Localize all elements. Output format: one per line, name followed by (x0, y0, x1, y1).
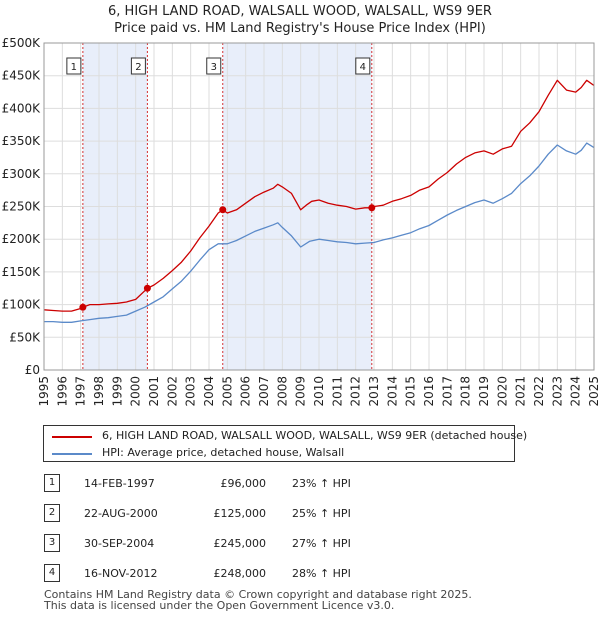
sale-label-number: 4 (360, 62, 366, 73)
legend-swatch-property (52, 436, 92, 438)
x-tick-label: 1995 (37, 376, 51, 407)
x-tick-label: 2024 (569, 376, 583, 407)
sale-label-box: 4 (355, 57, 371, 75)
sale-label-frame (206, 57, 222, 75)
x-tick-label: 2002 (165, 376, 179, 407)
y-tick-label: £250K (2, 200, 42, 214)
sale-label-frame (355, 57, 371, 75)
plot-border (43, 42, 595, 371)
legend-label-hpi: HPI: Average price, detached house, Wals… (102, 446, 345, 459)
x-tick-label: 2006 (239, 376, 253, 407)
footer: Contains HM Land Registry data © Crown c… (44, 589, 472, 611)
x-tick-label: 2016 (422, 376, 436, 407)
sale-hpi-change: 23% ↑ HPI (292, 477, 351, 490)
x-tick-label: 2014 (385, 376, 399, 407)
sale-point (368, 204, 376, 212)
x-tick-label: 1999 (110, 376, 124, 407)
sale-price: £248,000 (213, 567, 267, 580)
x-tick-label: 2013 (367, 376, 381, 407)
property-price-line (43, 79, 595, 312)
footer-license: This data is licensed under the Open Gov… (44, 599, 395, 612)
x-tick-label: 2015 (404, 376, 418, 407)
x-tick-label: 2019 (477, 376, 491, 407)
x-tick-label: 2018 (459, 376, 473, 407)
sale-price: £96,000 (220, 477, 267, 490)
y-tick-label: £300K (2, 167, 42, 181)
x-tick-label: 2010 (312, 376, 326, 407)
x-tick-label: 2012 (349, 376, 363, 407)
sale-label-frame (66, 57, 82, 75)
sale-date: 14-FEB-1997 (84, 477, 155, 490)
sale-hpi-change: 28% ↑ HPI (292, 567, 351, 580)
sale-label-box: 2 (130, 57, 146, 75)
sale-label-number: 2 (135, 62, 141, 73)
x-tick-label: 2003 (184, 376, 198, 407)
x-tick-label: 2022 (532, 376, 546, 407)
y-tick-label: £50K (9, 330, 41, 344)
sale-point (219, 206, 227, 214)
hpi-line (44, 142, 595, 323)
x-tick-label: 1996 (55, 376, 69, 407)
y-tick-label: £350K (2, 134, 42, 148)
y-tick-label: £500K (2, 36, 42, 50)
sale-price: £245,000 (213, 537, 267, 550)
sale-label-number: 3 (211, 62, 217, 73)
sale-marker-badge: 3 (44, 534, 60, 552)
x-tick-label: 2005 (220, 376, 234, 407)
sale-date: 16-NOV-2012 (84, 567, 158, 580)
price-chart: £0 £50K £100K £150K £200K £250K £300K £350K £400… (2, 36, 600, 407)
table-row: 4 16-NOV-2012 £248,000 28% ↑ HPI (0, 564, 600, 584)
sale-hpi-change: 25% ↑ HPI (292, 507, 351, 520)
page-title: 6, HIGH LAND ROAD, WALSALL WOOD, WALSALL… (108, 4, 492, 19)
x-tick-label: 2023 (550, 376, 564, 407)
x-tick-label: 2001 (147, 376, 161, 407)
sale-marker-badge: 2 (44, 504, 60, 522)
y-tick-label: £450K (2, 69, 42, 83)
x-tick-label: 2007 (257, 376, 271, 407)
x-tick-label: 2004 (202, 376, 216, 407)
table-row: 1 14-FEB-1997 £96,000 23% ↑ HPI (0, 474, 600, 494)
x-tick-label: 2020 (495, 376, 509, 407)
sale-date: 22-AUG-2000 (84, 507, 158, 520)
legend-label-property: 6, HIGH LAND ROAD, WALSALL WOOD, WALSALL… (102, 429, 528, 442)
sale-label-box: 1 (66, 57, 82, 75)
sale-marker-badge: 1 (44, 474, 60, 492)
x-tick-label: 1997 (74, 376, 88, 407)
sale-label-number: 1 (71, 62, 77, 73)
sale-date: 30-SEP-2004 (84, 537, 155, 550)
sale-label-frame (130, 57, 146, 75)
legend-swatch-hpi (52, 453, 92, 455)
sale-point (79, 303, 87, 311)
sale-marker-badge: 4 (44, 564, 60, 582)
x-tick-label: 2009 (294, 376, 308, 407)
y-tick-label: £150K (2, 265, 42, 279)
x-tick-label: 2025 (587, 376, 600, 407)
y-tick-label: £0 (25, 363, 40, 377)
chart-subtitle: Price paid vs. HM Land Registry's House … (114, 21, 486, 36)
y-tick-label: £400K (2, 101, 42, 115)
sale-price: £125,000 (213, 507, 267, 520)
x-tick-label: 2017 (440, 376, 454, 407)
sale-hpi-change: 27% ↑ HPI (292, 537, 351, 550)
table-row: 3 30-SEP-2004 £245,000 27% ↑ HPI (0, 534, 600, 554)
sale-label-box: 3 (206, 57, 222, 75)
table-row: 2 22-AUG-2000 £125,000 25% ↑ HPI (0, 504, 600, 524)
y-tick-label: £200K (2, 232, 42, 246)
x-tick-label: 1998 (92, 376, 106, 407)
x-tick-label: 2008 (275, 376, 289, 407)
footer-copyright: Contains HM Land Registry data © Crown c… (44, 588, 472, 601)
legend: 6, HIGH LAND ROAD, WALSALL WOOD, WALSALL… (43, 425, 527, 462)
sale-point (143, 284, 151, 292)
x-tick-label: 2000 (129, 376, 143, 407)
x-tick-label: 2011 (330, 376, 344, 407)
y-tick-label: £100K (2, 298, 42, 312)
x-tick-label: 2021 (514, 376, 528, 407)
